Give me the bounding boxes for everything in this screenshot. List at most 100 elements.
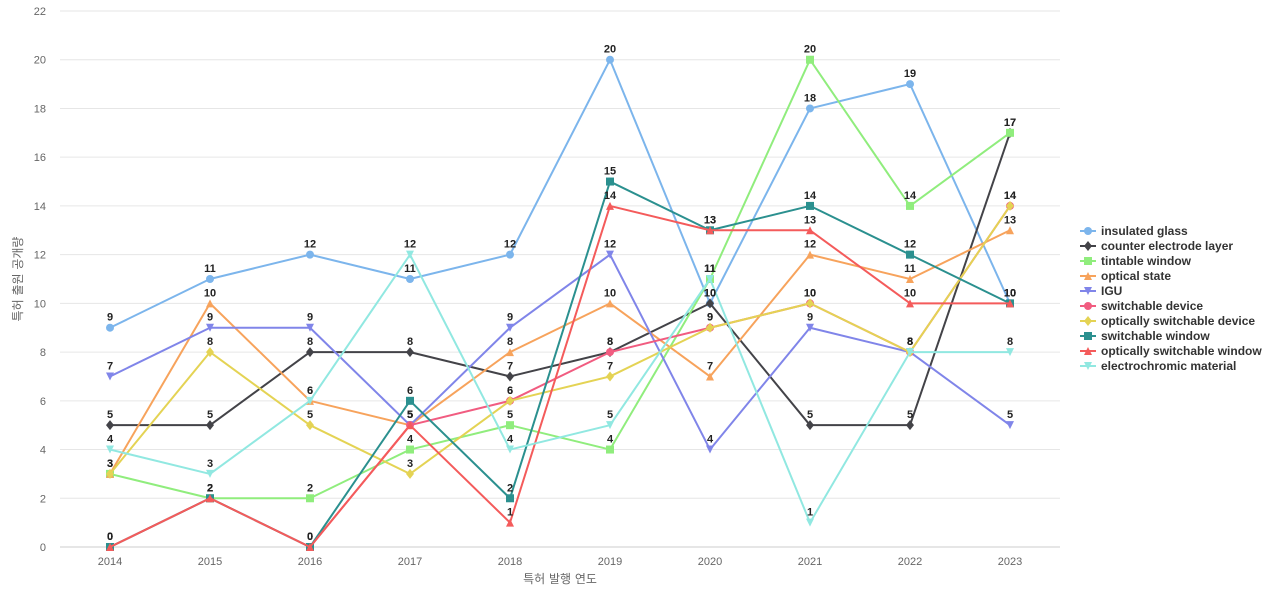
data-point <box>306 543 314 551</box>
data-label: 0 <box>107 531 113 543</box>
data-label: 17 <box>1004 117 1016 129</box>
data-label: 8 <box>307 336 313 348</box>
data-point <box>106 468 114 479</box>
x-tick-label: 2019 <box>598 556 622 568</box>
data-label: 12 <box>504 239 516 251</box>
data-label: 8 <box>907 336 913 348</box>
legend-marker <box>1084 362 1092 370</box>
data-label: 11 <box>204 263 216 275</box>
data-label: 12 <box>604 239 616 251</box>
data-label: 10 <box>804 287 816 299</box>
data-point <box>306 494 314 503</box>
data-label: 10 <box>1004 287 1016 299</box>
data-point <box>706 445 714 454</box>
data-point <box>506 395 514 406</box>
data-label: 2 <box>207 482 213 494</box>
data-label: 13 <box>704 214 716 226</box>
data-label: 7 <box>607 360 613 372</box>
y-tick-label: 12 <box>34 250 46 262</box>
data-point <box>106 420 114 431</box>
data-label: 5 <box>407 409 413 421</box>
data-point <box>306 420 314 431</box>
data-label: 2 <box>207 482 213 494</box>
data-label: 6 <box>407 385 413 397</box>
legend-item[interactable]: optically switchable window <box>1080 344 1262 358</box>
data-point <box>1006 421 1014 430</box>
data-label: 6 <box>307 385 313 397</box>
data-point <box>806 420 814 431</box>
data-point <box>906 201 914 210</box>
data-label: 8 <box>907 336 913 348</box>
legend-item[interactable]: switchable window <box>1080 329 1210 343</box>
y-tick-label: 22 <box>34 6 46 18</box>
data-label: 11 <box>904 263 916 275</box>
data-label: 8 <box>507 336 513 348</box>
data-label: 17 <box>1004 117 1016 129</box>
data-point <box>506 323 514 332</box>
data-point <box>806 323 814 332</box>
data-point <box>806 298 814 309</box>
data-point <box>706 275 714 283</box>
data-label: 10 <box>604 287 616 299</box>
x-tick-label: 2022 <box>898 556 922 568</box>
legend-marker <box>1084 347 1092 355</box>
data-label: 10 <box>704 287 716 299</box>
data-point <box>806 226 814 235</box>
data-label: 12 <box>304 239 316 251</box>
y-tick-label: 0 <box>40 542 46 554</box>
x-axis-ticks: 2014 2015 2016 2017 2018 2019 2020 2021 2022 2023 <box>98 556 1022 568</box>
data-label: 5 <box>807 409 813 421</box>
legend-item[interactable]: insulated glass <box>1080 224 1188 238</box>
data-label: 9 <box>807 312 813 324</box>
data-point <box>806 201 814 210</box>
data-point <box>406 468 414 479</box>
x-axis-title: 특허 발행 연도 <box>523 571 597 586</box>
data-point <box>906 420 914 431</box>
data-label: 9 <box>207 312 213 324</box>
data-point <box>606 421 614 430</box>
data-label: 14 <box>1004 190 1017 202</box>
series-line <box>109 205 1011 475</box>
y-tick-label: 18 <box>34 103 46 115</box>
legend-item[interactable]: electrochromic material <box>1080 359 1236 373</box>
legend-item[interactable]: optical state <box>1080 269 1171 283</box>
data-point <box>806 250 814 259</box>
data-point <box>306 396 314 405</box>
data-point <box>706 322 714 333</box>
data-label: 10 <box>1004 287 1016 299</box>
data-point <box>606 201 614 210</box>
data-point <box>906 80 914 89</box>
data-label: 0 <box>307 531 313 543</box>
legend-label: optical state <box>1101 269 1171 283</box>
legend-marker <box>1084 302 1092 310</box>
data-point <box>706 226 714 235</box>
data-point <box>306 347 314 358</box>
data-label: 8 <box>207 336 213 348</box>
data-label: 9 <box>707 312 713 324</box>
legend-item[interactable]: IGU <box>1080 284 1122 298</box>
data-label: 8 <box>607 336 613 348</box>
legend-item[interactable]: counter electrode layer <box>1080 239 1233 253</box>
legend-item[interactable]: switchable device <box>1080 299 1203 313</box>
data-point <box>206 469 214 478</box>
data-point <box>706 372 714 381</box>
data-label: 14 <box>904 190 917 202</box>
x-tick-label: 2021 <box>798 556 822 568</box>
data-label: 3 <box>407 458 413 470</box>
legend-item[interactable]: tintable window <box>1080 254 1192 268</box>
legend-marker <box>1084 287 1092 295</box>
data-point <box>1006 128 1014 137</box>
legend-label: IGU <box>1101 284 1122 298</box>
data-point <box>906 275 914 283</box>
data-point <box>606 371 614 382</box>
data-label: 5 <box>1007 409 1013 421</box>
data-label: 5 <box>107 409 113 421</box>
data-label: 1 <box>507 507 513 519</box>
series-line <box>109 204 1010 548</box>
data-label: 9 <box>707 312 713 324</box>
data-point <box>406 421 414 430</box>
legend-item[interactable]: optically switchable device <box>1080 314 1255 328</box>
data-label: 2 <box>207 482 213 494</box>
data-point <box>806 104 814 113</box>
